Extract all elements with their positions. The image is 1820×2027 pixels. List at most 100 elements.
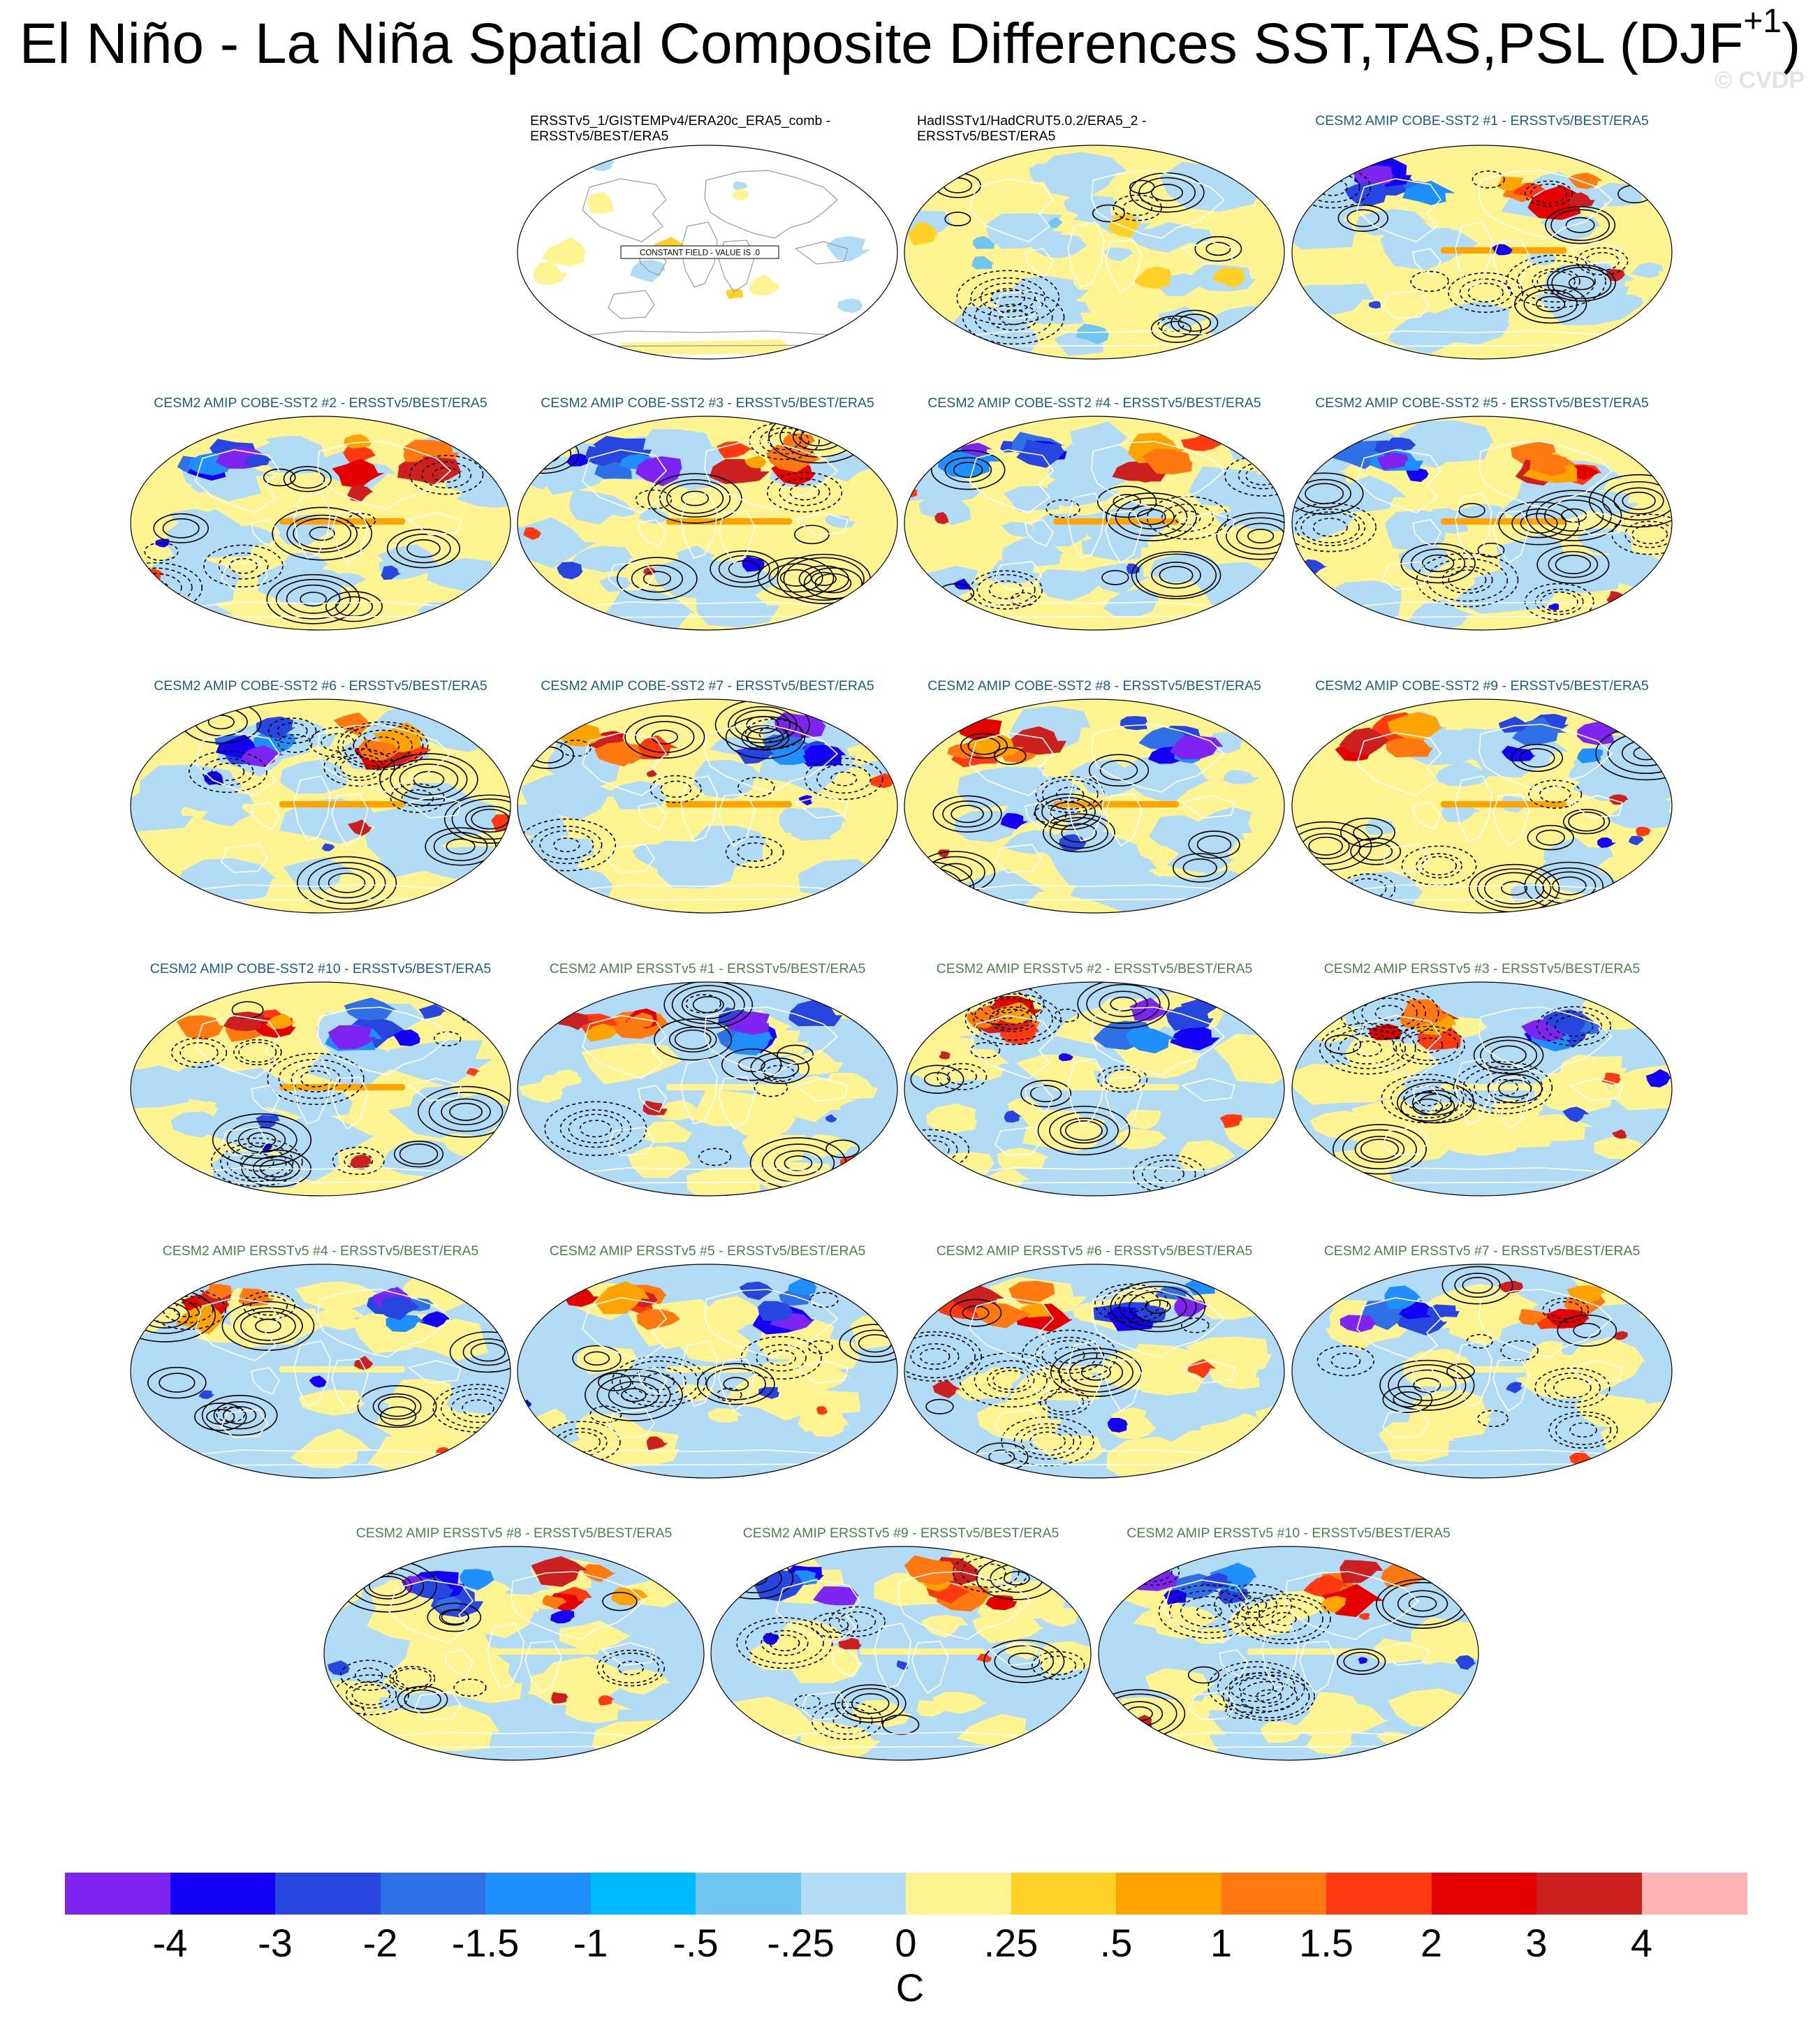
panel-title: CESM2 AMIP COBE-SST2 #7 - ERSSTv5/BEST/E… [541,678,874,694]
map-panel: CESM2 AMIP COBE-SST2 #10 - ERSSTv5/BEST/… [129,961,512,1204]
map-svg [904,698,1285,914]
coastline [794,1078,849,1102]
coastline [1412,1367,1441,1396]
coastline [487,1623,524,1689]
psl-contour [1080,1364,1111,1381]
map-border [1291,981,1673,1197]
coastline [293,1058,331,1125]
coastline [1356,732,1442,796]
ocean-anomaly [478,1610,520,1630]
psl-contour [1340,817,1395,848]
land-anomaly [1133,266,1173,289]
psl-contour [970,277,1046,318]
psl-contour [621,1388,647,1403]
psl-contour [1421,856,1458,876]
coastline [831,1649,860,1678]
panel-title: CESM2 AMIP COBE-SST2 #2 - ERSSTv5/BEST/E… [154,395,487,411]
psl-contour [1410,270,1449,292]
psl-contour [988,1449,1015,1465]
psl-contour [1441,1729,1467,1744]
psl-contour [1300,511,1360,543]
psl-contour [766,1349,796,1366]
ocean-anomaly [228,1307,328,1345]
psl-contour [202,757,254,786]
antarctica-anomaly [614,339,795,355]
psl-contour [1013,1423,1082,1460]
psl-contour [1122,199,1153,217]
psl-contour [1239,1597,1268,1613]
ocean-anomaly [1534,1069,1613,1115]
psl-contour [746,715,779,734]
ocean-anomaly [1397,1734,1432,1755]
ocean-anomaly [1631,262,1664,278]
psl-contour [1548,1411,1618,1449]
psl-contour [462,1338,511,1366]
psl-contour [988,580,1024,600]
coastline [251,1085,280,1113]
ocean-anomaly [454,712,511,745]
map-svg [517,981,898,1197]
panel-title: CESM2 AMIP ERSSTv5 #4 - ERSSTv5/BEST/ERA… [162,1243,479,1259]
coastline [1412,1085,1441,1113]
psl-contour [1113,494,1141,510]
land-anomaly [333,712,372,736]
psl-contour [769,1634,800,1652]
land-anomaly [1008,1280,1057,1305]
land-anomaly [1562,1106,1590,1122]
psl-contour [1010,592,1037,607]
psl-contour [1613,487,1664,515]
coastline [251,1367,280,1396]
ocean-anomaly [1192,1627,1229,1644]
map-svg [130,1264,511,1479]
ocean-anomaly [1115,1128,1168,1150]
land-anomaly [265,1014,296,1030]
ocean-anomaly [379,833,457,877]
land-anomaly [1340,1560,1384,1583]
psl-contour [328,872,366,893]
map-panel: CESM2 AMIP COBE-SST2 #2 - ERSSTv5/BEST/E… [129,395,512,638]
psl-contour [1511,744,1564,773]
psl-contour [849,1329,897,1357]
psl-contour [1550,209,1610,242]
psl-contour [1001,1416,1094,1467]
map-panel: CESM2 AMIP ERSSTv5 #4 - ERSSTv5/BEST/ERA… [129,1243,512,1486]
annotation-text: CONSTANT FIELD - VALUE IS .0 [640,249,760,258]
coastline [195,732,281,796]
coastline [1285,1571,1420,1640]
land-anomaly [972,235,995,249]
psl-contour [1110,1281,1206,1333]
psl-contour [821,1617,849,1633]
coastline [1189,1691,1236,1720]
psl-contour [1462,1066,1543,1110]
psl-contour [1097,1065,1148,1093]
map-panel: CESM2 AMIP ERSSTv5 #8 - ERSSTv5/BEST/ERA… [323,1525,705,1769]
psl-contour [1113,194,1162,221]
psl-contour [559,739,592,757]
psl-contour [1042,813,1115,853]
psl-contour [1128,504,1175,530]
psl-contour [1393,1025,1466,1065]
coastline [995,844,1042,873]
ocean-anomaly [985,1367,1022,1386]
map-field [904,145,1284,359]
ocean-anomaly [518,517,596,569]
map-svg [1291,698,1673,914]
psl-contour [705,1368,766,1400]
colorbar-tick-label: -3 [258,1921,293,1965]
coastline [1067,1340,1105,1407]
map-panel: CESM2 AMIP ERSSTv5 #7 - ERSSTv5/BEST/ERA… [1291,1243,1673,1486]
psl-contour [1181,1317,1210,1333]
land-anomaly [643,1100,668,1115]
land-anomaly [1253,865,1270,879]
psl-contour [828,1606,886,1637]
coastline [608,844,655,873]
ocean-anomaly [1403,432,1460,468]
land-anomaly [585,1023,617,1042]
psl-contour [399,763,459,796]
land-anomaly [566,453,593,467]
psl-contour [757,557,835,599]
psl-contour [1145,1299,1171,1314]
psl-contour [1151,184,1184,202]
ocean-anomaly [364,804,471,845]
coastline [444,1649,474,1678]
